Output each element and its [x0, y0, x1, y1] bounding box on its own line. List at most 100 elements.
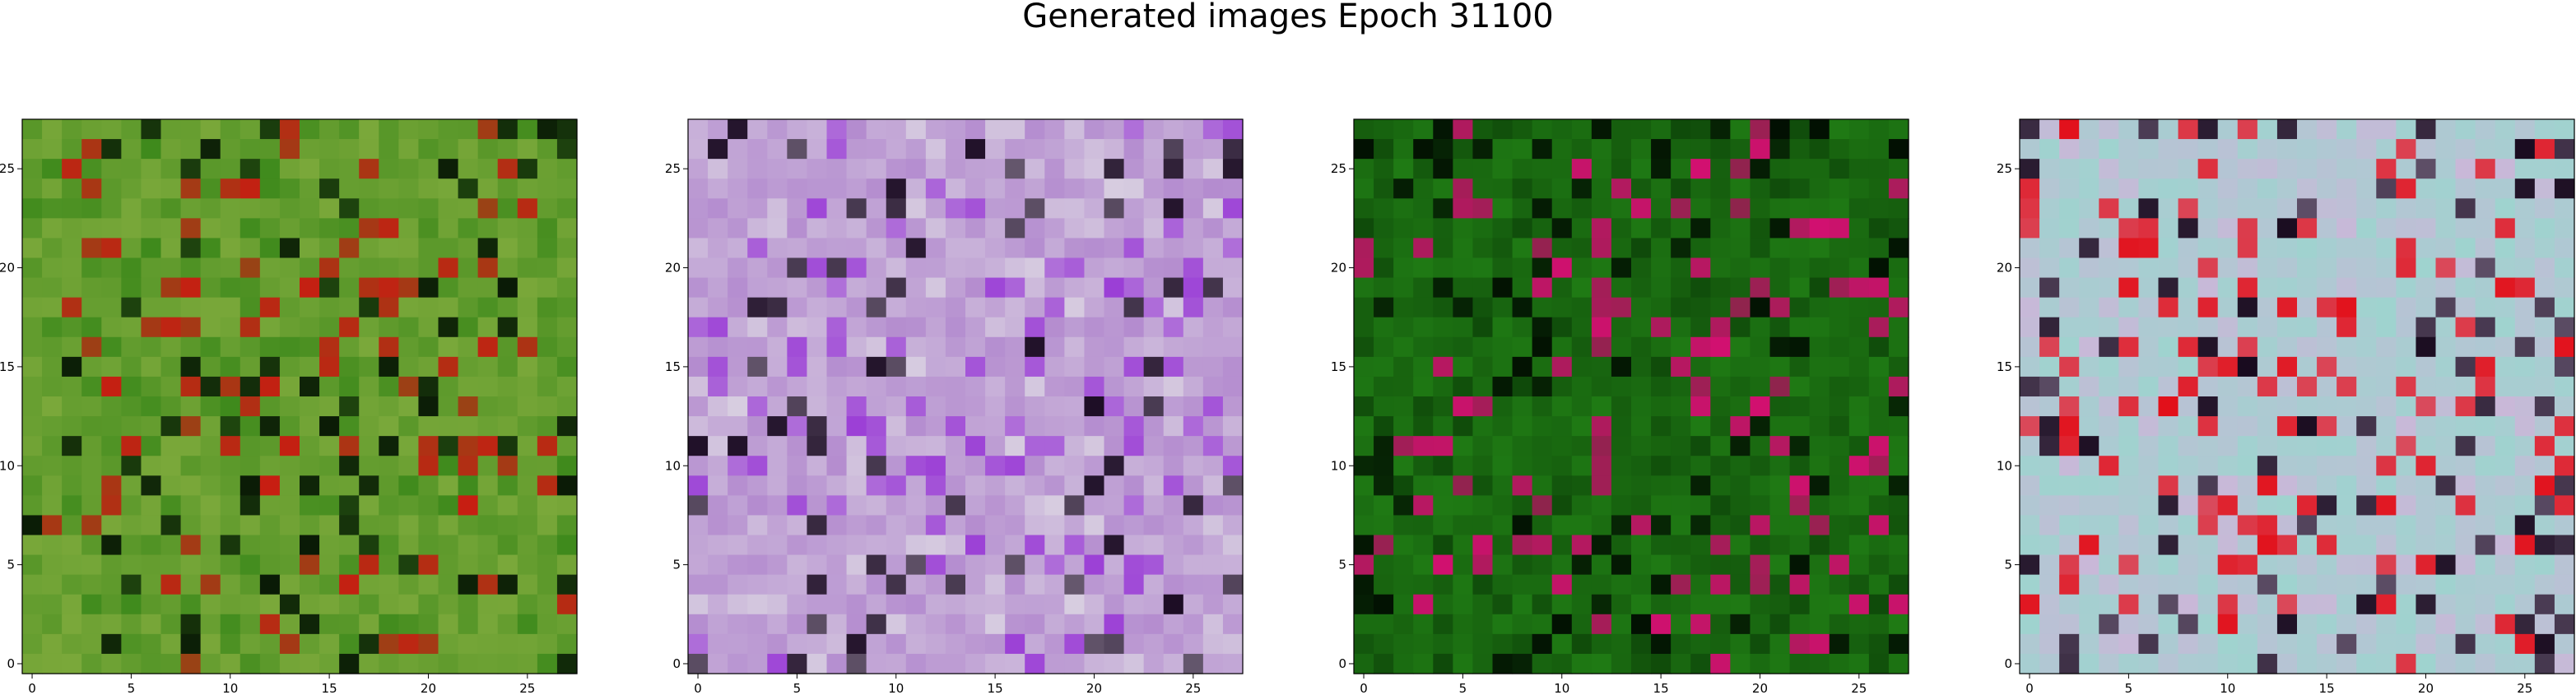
pixel-cell: [2020, 594, 2040, 615]
pixel-cell: [1551, 139, 1573, 160]
pixel-cell: [517, 356, 538, 378]
pixel-cell: [2237, 554, 2258, 576]
pixel-cell: [1202, 535, 1224, 556]
pixel-cell: [2118, 633, 2140, 655]
pixel-cell: [2554, 416, 2575, 437]
pixel-cell: [2099, 554, 2119, 576]
pixel-cell: [2020, 198, 2040, 219]
pixel-cell: [1064, 495, 1086, 517]
pixel-cell: [1512, 475, 1533, 496]
pixel-cell: [2534, 139, 2555, 160]
pixel-cell: [1829, 535, 1850, 556]
pixel-cell: [319, 475, 340, 496]
pixel-cell: [438, 495, 459, 517]
pixel-cell: [1183, 456, 1204, 476]
pixel-cell: [905, 297, 927, 318]
pixel-cell: [81, 515, 102, 536]
pixel-cell: [1551, 633, 1573, 655]
pixel-cell: [2435, 515, 2457, 536]
pixel-cell: [2396, 475, 2417, 496]
pixel-cell: [807, 218, 828, 239]
pixel-cell: [2059, 495, 2080, 517]
pixel-cell: [2276, 159, 2298, 179]
pixel-cell: [2297, 277, 2318, 299]
pixel-cell: [1064, 396, 1086, 417]
pixel-cell: [2396, 317, 2417, 338]
pixel-cell: [1202, 218, 1224, 239]
pixel-cell: [945, 396, 966, 417]
pixel-cell: [846, 653, 867, 674]
pixel-cell: [1183, 495, 1204, 517]
pixel-cell: [1809, 495, 1830, 517]
pixel-cell: [2099, 257, 2119, 279]
pixel-cell: [886, 257, 907, 279]
pixel-cell: [1183, 218, 1204, 239]
pixel-cell: [1532, 515, 1553, 536]
pixel-cell: [1690, 238, 1711, 259]
pixel-cell: [1143, 119, 1165, 140]
pixel-cell: [905, 396, 927, 417]
pixel-cell: [1222, 356, 1244, 378]
pixel-cell: [2435, 554, 2457, 576]
pixel-cell: [477, 297, 499, 318]
pixel-cell: [319, 238, 340, 259]
pixel-cell: [1750, 535, 1771, 556]
pixel-cell: [1453, 535, 1474, 556]
pixel-cell: [1064, 574, 1086, 595]
pixel-cell: [2099, 633, 2119, 655]
pixel-cell: [1571, 475, 1593, 496]
pixel-cell: [2197, 139, 2219, 160]
pixel-cell: [1433, 574, 1453, 595]
pixel-cell: [1769, 159, 1791, 179]
pixel-cell: [1769, 653, 1791, 674]
pixel-cell: [728, 277, 748, 299]
pixel-cell: [1789, 554, 1811, 576]
pixel-cell: [1829, 653, 1850, 674]
pixel-cell: [1025, 317, 1045, 338]
pixel-cell: [985, 257, 1006, 279]
pixel-cell: [2020, 257, 2040, 279]
pixel-cell: [846, 554, 867, 576]
pixel-cell: [1789, 218, 1811, 239]
pixel-cell: [2554, 653, 2575, 674]
pixel-cell: [826, 356, 848, 378]
pixel-cell: [708, 356, 728, 378]
pixel-cell: [2317, 238, 2337, 259]
pixel-cell: [1005, 515, 1025, 536]
pixel-cell: [1202, 139, 1224, 160]
pixel-cell: [1571, 495, 1593, 517]
pixel-cell: [319, 416, 340, 437]
pixel-cell: [965, 178, 986, 199]
pixel-cell: [1690, 574, 1711, 595]
pixel-cell: [537, 574, 558, 595]
pixel-cell: [747, 495, 768, 517]
pixel-cell: [1492, 198, 1514, 219]
pixel-cell: [1104, 574, 1125, 595]
pixel-cell: [458, 495, 479, 517]
pixel-cell: [1472, 218, 1494, 239]
pixel-cell: [438, 653, 459, 674]
pixel-cell: [2257, 456, 2278, 476]
pixel-cell: [2297, 238, 2318, 259]
pixel-cell: [925, 297, 946, 318]
pixel-cell: [945, 456, 966, 476]
pixel-cell: [1551, 257, 1573, 279]
pixel-cell: [1750, 515, 1771, 536]
pixel-cell: [2435, 535, 2457, 556]
pixel-cell: [1492, 633, 1514, 655]
pixel-cell: [886, 297, 907, 318]
pixel-cell: [2435, 139, 2457, 160]
pixel-cell: [2178, 614, 2199, 635]
pixel-cell: [1671, 317, 1691, 338]
pixel-cell: [905, 277, 927, 299]
pixel-cell: [239, 119, 261, 140]
pixel-cell: [1104, 317, 1125, 338]
pixel-cell: [1393, 297, 1414, 318]
pixel-cell: [2158, 218, 2179, 239]
pixel-cell: [180, 119, 202, 140]
pixel-cell: [517, 554, 538, 576]
pixel-cell: [1044, 456, 1065, 476]
pixel-cell: [1202, 574, 1224, 595]
pixel-cell: [925, 336, 946, 358]
pixel-cell: [1730, 178, 1751, 199]
